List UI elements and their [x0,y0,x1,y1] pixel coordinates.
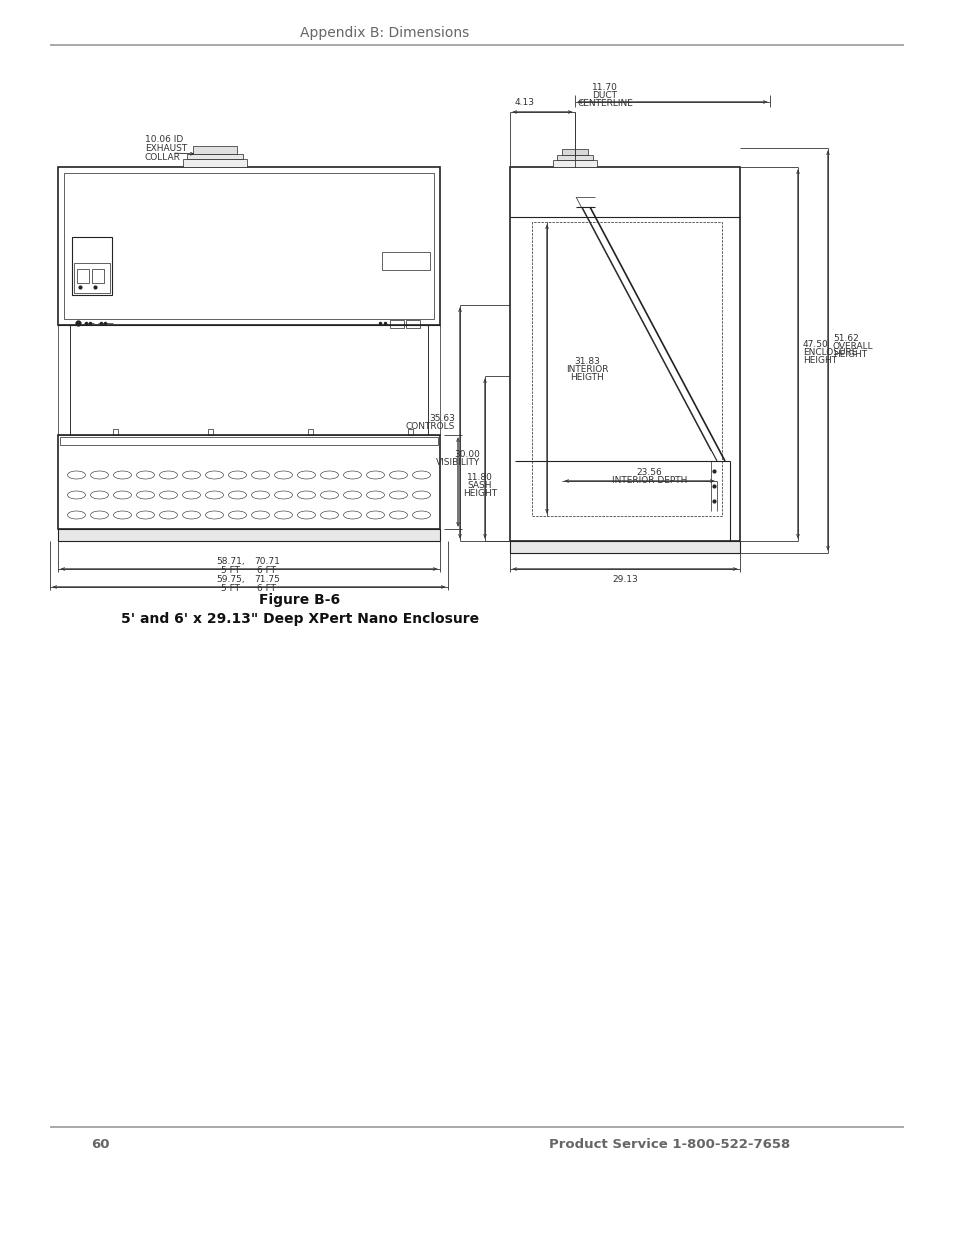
Bar [112,429,118,435]
Text: HEIGHT: HEIGHT [462,489,497,498]
Bar [58,167,439,325]
Bar [58,529,439,541]
Text: 29.13: 29.13 [612,574,638,583]
Text: 5' and 6' x 29.13" Deep XPert Nano Enclosure: 5' and 6' x 29.13" Deep XPert Nano Enclo… [121,613,478,626]
Text: 5 FT: 5 FT [221,566,240,574]
Text: 6 FT: 6 FT [257,566,276,574]
Bar [510,167,740,541]
Text: 11.80: 11.80 [467,473,493,482]
Text: HEIGHT: HEIGHT [802,356,836,364]
Text: HEIGTH: HEIGTH [570,373,603,382]
Bar [74,263,110,293]
Bar [208,429,213,435]
Text: 70.71: 70.71 [253,557,279,566]
Text: 58.71,: 58.71, [216,557,245,566]
Bar [70,325,428,435]
Text: OVERALL: OVERALL [832,342,873,351]
Text: 60: 60 [91,1139,110,1151]
Bar [557,156,593,161]
Text: Product Service 1-800-522-7658: Product Service 1-800-522-7658 [549,1139,790,1151]
Bar [308,429,313,435]
Text: CONTROLS: CONTROLS [405,421,455,431]
Text: HEIGHT: HEIGHT [832,350,866,359]
Bar [381,252,430,270]
Text: COLLAR: COLLAR [145,152,181,162]
Text: 31.83: 31.83 [574,357,599,366]
Bar [193,146,236,154]
Bar [390,320,403,329]
Bar [408,429,413,435]
Text: Figure B-6: Figure B-6 [259,593,340,606]
Text: 47.50: 47.50 [802,340,828,348]
Bar [510,541,740,553]
Bar [187,154,243,159]
Bar [60,437,437,445]
Text: 11.70: 11.70 [592,83,618,91]
Bar [71,237,112,295]
Text: EXHAUST: EXHAUST [145,143,187,152]
Text: ENCLOSURE: ENCLOSURE [802,347,857,357]
Text: 4.13: 4.13 [515,98,535,106]
Text: CENTERLINE: CENTERLINE [577,99,632,107]
Text: 35.63: 35.63 [429,414,455,422]
Bar [58,435,439,529]
Text: SASH: SASH [467,480,492,489]
Bar [406,320,419,329]
Text: 5 FT: 5 FT [221,583,240,593]
Text: 30.00: 30.00 [454,450,479,459]
Text: 23.56: 23.56 [636,468,661,477]
Bar [58,325,70,435]
Bar [553,161,597,167]
Text: 71.75: 71.75 [253,574,279,583]
Bar [561,149,587,156]
Bar [428,325,439,435]
Bar [91,269,104,283]
Text: INTERIOR DEPTH: INTERIOR DEPTH [611,475,686,484]
Text: INTERIOR: INTERIOR [565,364,608,373]
Bar [532,222,721,516]
Text: 59.75,: 59.75, [216,574,245,583]
Bar [77,269,89,283]
Text: VISIBILITY: VISIBILITY [436,458,479,467]
Text: 51.62: 51.62 [832,333,858,343]
Bar [64,173,434,319]
Bar [183,159,247,167]
Text: Appendix B: Dimensions: Appendix B: Dimensions [299,26,469,40]
Text: 6 FT: 6 FT [257,583,276,593]
Text: DUCT: DUCT [592,90,617,100]
Text: 10.06 ID: 10.06 ID [145,135,183,143]
